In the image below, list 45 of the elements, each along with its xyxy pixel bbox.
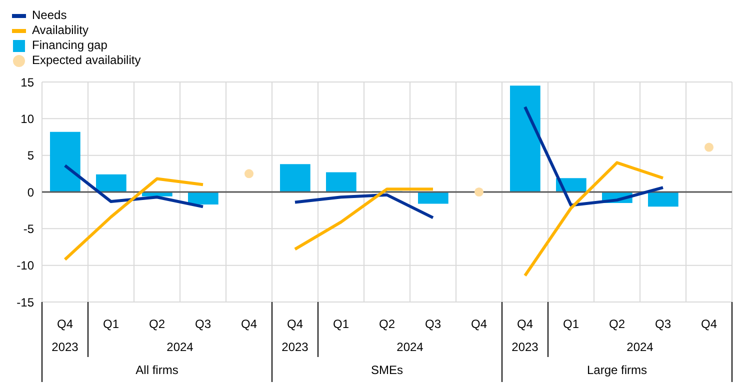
bar: [326, 172, 356, 192]
bar: [96, 174, 126, 192]
y-tick-label: -15: [16, 295, 34, 310]
y-tick-label: 5: [27, 148, 34, 163]
x-tick-label: Q4: [470, 317, 488, 331]
text: 2023: [52, 340, 79, 354]
point: [704, 142, 714, 152]
legend-label: Needs: [32, 8, 67, 23]
y-tick-label: 0: [27, 185, 34, 200]
x-tick-label: Q3: [424, 317, 442, 331]
x-tick-label: Q4: [700, 317, 718, 331]
text: 2024: [396, 340, 424, 354]
bar: [280, 164, 310, 192]
point: [474, 187, 484, 197]
x-tick-label: Q3: [654, 317, 672, 331]
y-tick-label: 15: [20, 75, 34, 90]
x-tick-label: Q2: [378, 317, 396, 331]
y-tick-label: -10: [16, 258, 34, 273]
x-tick-label: Q2: [148, 317, 166, 331]
text: 2024: [166, 340, 194, 354]
x-tick-label: Q4: [516, 317, 534, 331]
y-tick-label: 10: [20, 112, 34, 126]
text: All firms: [136, 363, 178, 377]
legend-label: Financing gap: [32, 38, 108, 53]
x-tick-label: Q1: [102, 317, 120, 331]
x-tick-label: Q2: [608, 317, 626, 331]
bar: [418, 192, 448, 204]
point: [244, 169, 254, 178]
x-tick-label: Q4: [56, 317, 74, 331]
text: 2023: [282, 340, 309, 354]
x-tick-label: Q3: [194, 317, 212, 331]
bar: [50, 132, 80, 192]
text: SMEs: [370, 363, 404, 377]
text: Large firms: [586, 363, 648, 377]
x-tick-label: Q1: [332, 317, 350, 331]
bar: [510, 86, 540, 192]
y-tick-label: -5: [23, 222, 34, 236]
text: 2024: [626, 340, 654, 354]
x-tick-label: Q1: [562, 317, 580, 331]
text: 2023: [512, 340, 539, 354]
legend-label: Availability: [32, 23, 88, 38]
bar: [648, 192, 678, 207]
legend-label: Expected availability: [32, 53, 141, 68]
x-tick-label: Q4: [240, 317, 258, 331]
x-tick-label: Q4: [286, 317, 304, 331]
